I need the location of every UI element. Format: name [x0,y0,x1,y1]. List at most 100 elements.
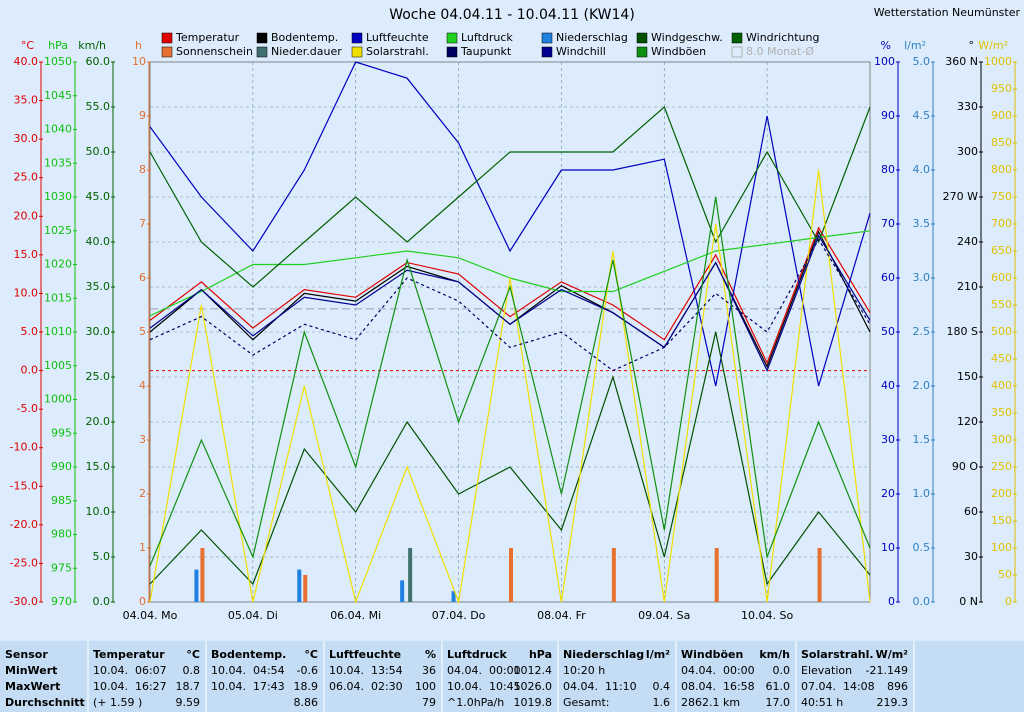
y-tick-label: 1010 [44,325,72,338]
y-tick-label: 150 [991,514,1012,527]
row-label: MinWert [5,664,57,677]
y-tick-label: 15.0 [14,248,39,261]
y-tick-label: 9 [139,109,146,122]
cell-value: 100 [415,680,436,693]
y-tick-label: 3.5 [913,217,931,230]
y-tick-label: 1050 [44,55,72,68]
y-tick-label: 360 N [945,55,978,68]
y-tick-label: -15.0 [10,479,38,492]
line [149,169,871,605]
cell-text: 40:51 h [801,696,843,709]
y-tick-label: 330 [957,100,978,113]
cell-text: ^1.0hPa/h [447,696,504,709]
y-tick-label: 700 [991,217,1012,230]
y-tick-label: 550 [991,298,1012,311]
y-tick-label: -10.0 [10,441,38,454]
line [149,196,871,567]
legend-label: Windböen [651,45,706,58]
y-tick-label: 40.0 [14,55,39,68]
cell-value: 0.8 [183,664,201,677]
cell-text: 06.04. 02:30 [329,680,403,693]
bar [400,580,405,602]
table-header: Bodentemp. [211,648,286,661]
legend-label: 8.0 Monat-Ø [746,45,814,58]
y-tick-label: 50 [998,568,1012,581]
y-tick-label: 500 [991,325,1012,338]
y-tick-label: 25.0 [86,370,111,383]
y-tick-label: 1045 [44,89,72,102]
y-tick-label: 100 [991,541,1012,554]
y-tick-label: 5 [139,325,146,338]
cell-value: 61.0 [766,680,791,693]
table-header: Temperatur [93,648,165,661]
line [149,105,871,288]
table-unit: °C [304,648,318,661]
legend-label: Solarstrahl. [366,45,429,58]
table-header: Windböen [681,648,743,661]
legend-swatch [636,32,648,44]
y-tick-label: 60.0 [86,55,111,68]
y-tick-label: 90 [881,109,895,122]
legend-swatch [446,32,458,44]
axis-unit: hPa [48,39,68,52]
bar [200,548,205,602]
y-tick-label: 950 [991,82,1012,95]
y-tick-label: 20.0 [14,209,39,222]
y-tick-label: 600 [991,271,1012,284]
y-tick-label: 20 [881,487,895,500]
y-tick-label: 5.0 [93,550,111,563]
bar [297,569,302,602]
y-tick-label: 30.0 [86,325,111,338]
x-tick-label: 07.04. Do [432,609,486,622]
y-tick-label: 300 [957,145,978,158]
y-tick-label: 1 [139,541,146,554]
bar [509,548,513,602]
y-tick-label: 2.5 [913,325,931,338]
y-tick-label: -20.0 [10,518,38,531]
y-tick-label: 990 [51,460,72,473]
bar [408,548,413,602]
y-tick-label: -25.0 [10,556,38,569]
axis-unit: % [881,39,891,52]
row-label: Durchschnitt [5,696,85,709]
y-tick-label: 45.0 [86,190,111,203]
legend-swatch [541,46,553,58]
cell-text: 10.04. 16:27 [93,680,167,693]
y-tick-label: 55.0 [86,100,111,113]
y-tick-label: 0 [888,595,895,608]
y-tick-label: 40.0 [86,235,111,248]
y-tick-label: 100 [874,55,895,68]
y-tick-label: 1.0 [913,487,931,500]
y-tick-label: 20.0 [86,415,111,428]
y-tick-label: 400 [991,379,1012,392]
cell-value: 1012.4 [514,664,553,677]
legend-label: Luftdruck [461,31,513,44]
table-unit: W/m² [876,648,909,661]
y-tick-label: 1035 [44,156,72,169]
y-tick-label: 5.0 [913,55,931,68]
cell-text: (+ 1.59 ) [93,696,142,709]
y-tick-label: 900 [991,109,1012,122]
cell-value: 9.59 [176,696,201,709]
cell-text: 10.04. 04:54 [211,664,285,677]
y-tick-label: 1.5 [913,433,931,446]
y-tick-label: 0 [1005,595,1012,608]
cell-text: 2862.1 km [681,696,740,709]
y-tick-label: 1015 [44,291,72,304]
y-tick-label: 180 S [947,325,978,338]
table-unit: l/m² [646,648,670,661]
legend-swatch [731,46,743,58]
y-tick-label: 650 [991,244,1012,257]
y-tick-label: 300 [991,433,1012,446]
y-tick-label: 7 [139,217,146,230]
y-tick-label: 30 [881,433,895,446]
y-tick-label: 15.0 [86,460,111,473]
bar [817,548,822,602]
y-tick-label: 50 [881,325,895,338]
legend-label: Windchill [556,45,606,58]
y-tick-label: 1005 [44,359,72,372]
y-tick-label: 25.0 [14,171,39,184]
y-tick-label: 2 [139,487,146,500]
line [149,331,871,586]
